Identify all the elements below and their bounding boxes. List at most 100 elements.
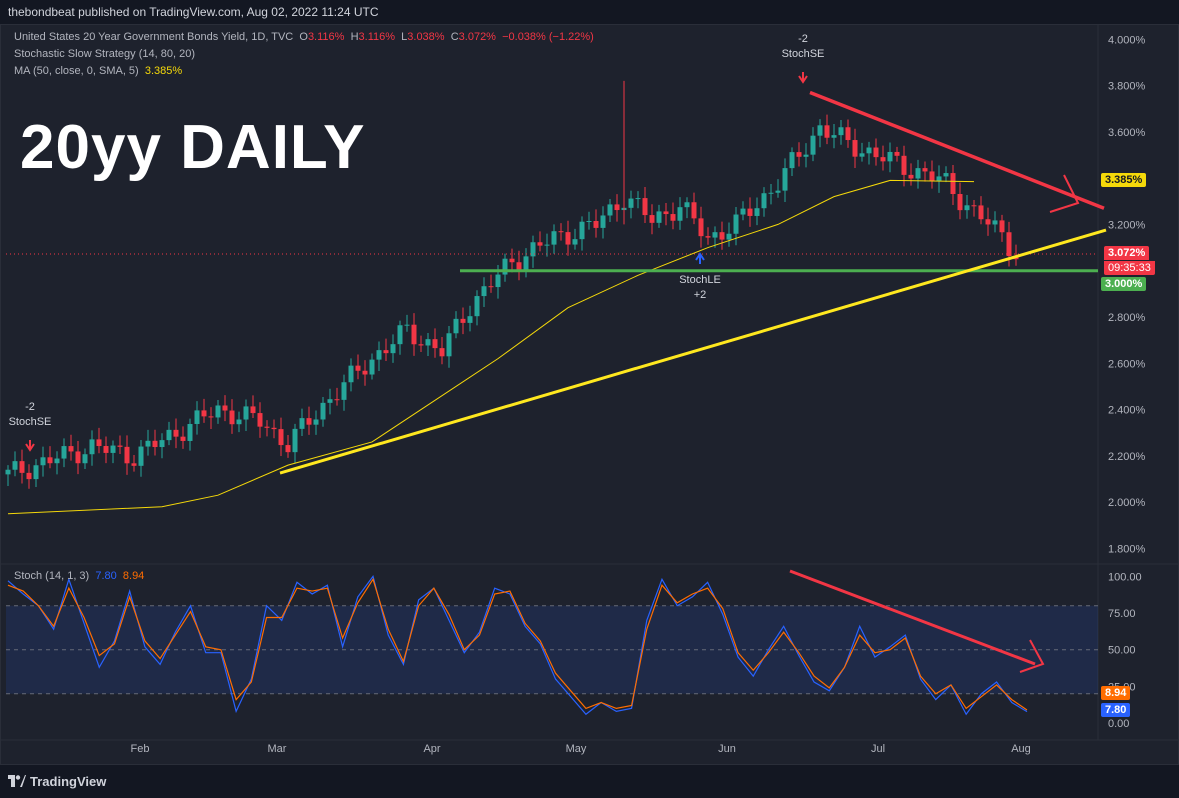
candle-body — [754, 208, 760, 216]
stoch-falling-trendline — [789, 569, 1036, 666]
candle-body — [712, 232, 718, 238]
signal-long-1-arrow-head — [695, 252, 705, 261]
candle-body — [376, 350, 382, 360]
signal-short-2-arrow-head — [798, 75, 808, 84]
falling-trendline — [809, 90, 1105, 210]
candle-body — [474, 296, 480, 317]
candle-body — [691, 202, 697, 219]
candle-body — [852, 140, 858, 157]
candle-body — [586, 221, 592, 223]
candle-body — [453, 318, 459, 334]
candle-body — [978, 205, 984, 220]
candle-body — [180, 436, 186, 441]
candle-body — [950, 173, 956, 195]
time-tick-label: Apr — [423, 743, 440, 755]
candle-body — [831, 135, 837, 138]
candle-body — [110, 445, 116, 453]
signal-long-1-label: StochLE — [679, 274, 721, 286]
tradingview-logo[interactable]: TradingView — [8, 774, 106, 789]
candle-body — [649, 215, 655, 223]
candle-body — [705, 236, 711, 238]
candle-body — [432, 339, 438, 349]
candle-body — [327, 399, 333, 403]
candle-body — [47, 457, 53, 464]
candle-body — [243, 406, 249, 420]
candle-body — [54, 458, 60, 464]
change-value: −0.038% (−1.22%) — [502, 31, 594, 43]
candle-body — [460, 318, 466, 323]
candle-body — [810, 135, 816, 155]
candle-body — [607, 204, 613, 216]
close-label: C — [450, 31, 459, 43]
candle-body — [166, 429, 172, 441]
candle-body — [999, 220, 1005, 233]
candle-body — [509, 258, 515, 263]
candle-body — [971, 205, 977, 207]
candle-body — [467, 316, 473, 323]
candle-body — [502, 258, 508, 275]
candle-body — [201, 410, 207, 417]
candle-body — [894, 151, 900, 156]
ma-price-tag: 3.385% — [1101, 173, 1147, 187]
time-tick-label: May — [566, 743, 587, 755]
candle-body — [138, 446, 144, 466]
stoch-tick-label: 0.00 — [1108, 718, 1129, 730]
candle-body — [600, 215, 606, 228]
signal-short-2-label: StochSE — [782, 48, 825, 60]
candle-body — [348, 365, 354, 383]
candle-body — [537, 242, 543, 246]
candle-body — [341, 382, 347, 400]
candle-body — [698, 218, 704, 237]
candle-body — [397, 325, 403, 345]
candle-body — [530, 242, 536, 257]
candle-body — [859, 153, 865, 157]
candle-body — [922, 168, 928, 172]
candle-body — [880, 157, 886, 162]
open-value: 3.116% — [307, 31, 345, 43]
candle-body — [159, 440, 165, 448]
signal-short-1-label: StochSE — [9, 416, 52, 428]
stoch-legend[interactable]: Stoch (14, 1, 3) 7.80 8.94 — [14, 570, 144, 582]
publish-header: thebondbeat published on TradingView.com… — [0, 0, 1179, 24]
candle-body — [761, 193, 767, 209]
candle-body — [873, 147, 879, 158]
candle-body — [271, 427, 277, 430]
candle-body — [390, 344, 396, 354]
stoch-tick-label: 75.00 — [1108, 608, 1136, 620]
candle-body — [215, 405, 221, 418]
time-tick-label: Feb — [131, 743, 150, 755]
candle-body — [740, 208, 746, 215]
price-tick-label: 2.400% — [1108, 405, 1146, 417]
candle-body — [313, 419, 319, 425]
candle-body — [173, 429, 179, 437]
candle-body — [33, 465, 39, 480]
strategy-legend[interactable]: Stochastic Slow Strategy (14, 80, 20) — [14, 48, 195, 60]
candle-body — [551, 231, 557, 245]
candle-body — [278, 429, 284, 446]
candle-body — [915, 168, 921, 179]
candle-body — [117, 445, 123, 447]
candle-body — [565, 232, 571, 245]
symbol-name: United States 20 Year Government Bonds Y… — [14, 31, 294, 43]
candle-body — [775, 190, 781, 193]
stoch-arrowhead — [1019, 639, 1045, 673]
falling-arrowhead — [1049, 174, 1080, 213]
low-label: L — [401, 31, 408, 43]
high-label: H — [350, 31, 359, 43]
rising-trendline — [279, 228, 1107, 475]
candle-body — [957, 194, 963, 211]
candle-body — [768, 192, 774, 194]
candle-body — [614, 204, 620, 211]
candle-body — [628, 198, 634, 208]
candle-body — [299, 418, 305, 429]
candle-body — [733, 214, 739, 234]
candle-body — [866, 147, 872, 154]
candle-body — [824, 125, 830, 138]
stoch-tick-label: 50.00 — [1108, 645, 1136, 657]
ma-legend[interactable]: MA (50, close, 0, SMA, 5) 3.385% — [14, 65, 182, 77]
candle-body — [194, 410, 200, 424]
candle-body — [593, 221, 599, 228]
candle-body — [250, 406, 256, 414]
candle-body — [187, 423, 193, 441]
